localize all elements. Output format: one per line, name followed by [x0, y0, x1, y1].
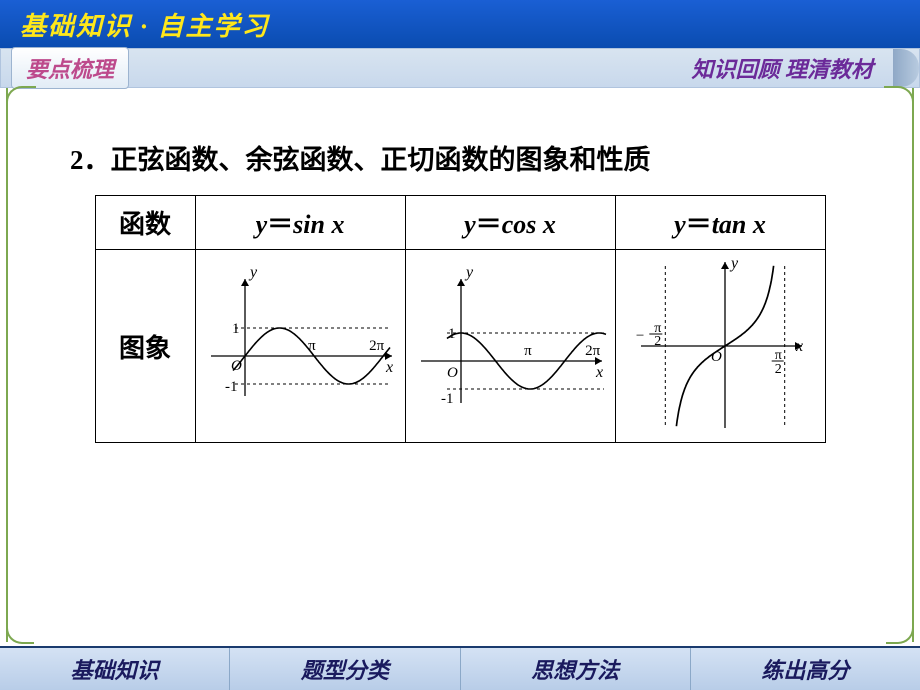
function-table: 函数 y＝sin x y＝cos x y＝tan x 图象 yxO1-1π2π … [95, 195, 826, 443]
footer-item-basics[interactable]: 基础知识 [0, 648, 230, 690]
svg-text:x: x [385, 359, 393, 376]
svg-text:−: − [635, 328, 643, 344]
header-title: 基础知识 · 自主学习 [20, 6, 270, 43]
content-panel: 2．正弦函数、余弦函数、正切函数的图象和性质 函数 y＝sin x y＝cos … [6, 88, 914, 642]
svg-text:O: O [231, 358, 242, 374]
svg-text:π: π [308, 338, 316, 354]
svg-text:1: 1 [448, 326, 456, 342]
sin-graph-cell: y x O 1 -1 π 2π [195, 250, 405, 443]
svg-text:2π: 2π [369, 338, 385, 354]
svg-text:y: y [464, 264, 474, 281]
section-text: 正弦函数、余弦函数、正切函数的图象和性质 [111, 145, 651, 175]
svg-text:y: y [248, 264, 258, 281]
table-header-row: 函数 y＝sin x y＝cos x y＝tan x [95, 196, 825, 250]
table-graph-row: 图象 yxO1-1π2π yxO1-1π2π yxOπ2−π2 [95, 250, 825, 443]
th-sin: y＝sin x [195, 196, 405, 250]
svg-text:x: x [795, 338, 803, 355]
svg-text:y: y [729, 256, 739, 272]
main-header: 基础知识 · 自主学习 [0, 0, 920, 48]
section-title: 2．正弦函数、余弦函数、正切函数的图象和性质 [56, 138, 864, 177]
sin-graph: y x O 1 -1 π 2π [203, 261, 398, 431]
svg-text:-1: -1 [225, 379, 238, 395]
svg-text:2π: 2π [585, 343, 601, 359]
corner-decoration [6, 616, 34, 644]
footer-item-practice[interactable]: 练出高分 [691, 648, 920, 690]
cos-graph: y x O 1 -1 π 2π [413, 261, 608, 431]
svg-text:O: O [711, 349, 722, 365]
svg-text:-1: -1 [441, 391, 454, 407]
tag-label: 要点梳理 [11, 47, 129, 89]
svg-text:2: 2 [774, 362, 781, 377]
svg-text:1: 1 [232, 321, 240, 337]
cos-graph-cell: y x O 1 -1 π 2π [405, 250, 615, 443]
svg-text:x: x [595, 364, 603, 381]
corner-decoration [886, 616, 914, 644]
row-label-graph: 图象 [95, 250, 195, 443]
sub-right-text: 知识回顾 理清教材 [691, 52, 873, 84]
sub-header: 要点梳理 知识回顾 理清教材 [0, 48, 920, 88]
th-function: 函数 [95, 196, 195, 250]
svg-text:π: π [524, 343, 532, 359]
footer-item-types[interactable]: 题型分类 [230, 648, 460, 690]
svg-text:O: O [447, 365, 458, 381]
th-cos: y＝cos x [405, 196, 615, 250]
footer-item-methods[interactable]: 思想方法 [461, 648, 691, 690]
section-number: 2． [70, 145, 111, 175]
footer-nav: 基础知识 题型分类 思想方法 练出高分 [0, 646, 920, 690]
th-tan: y＝tan x [615, 196, 825, 250]
svg-text:2: 2 [654, 334, 661, 349]
tan-graph-cell: yxOπ2−π2 [615, 250, 825, 443]
tan-graph: yxOπ2−π2 [633, 256, 808, 436]
